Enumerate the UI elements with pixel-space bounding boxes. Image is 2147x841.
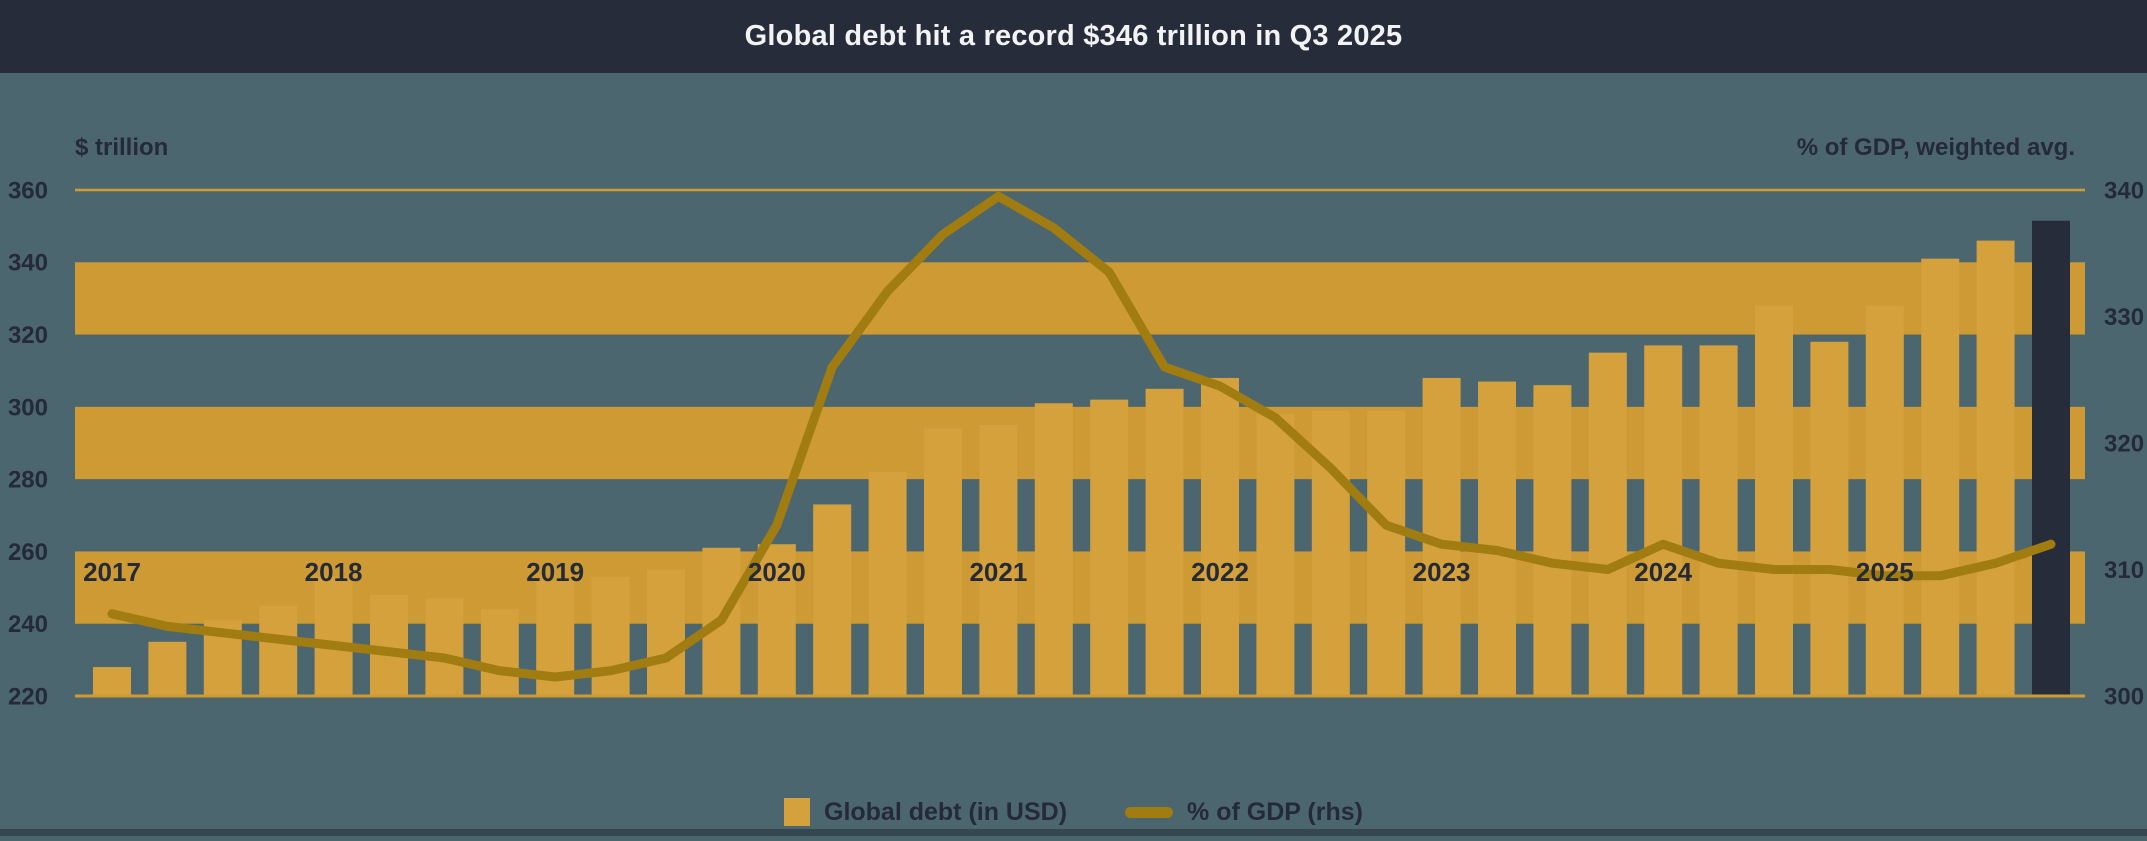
debt-bar xyxy=(259,605,298,696)
debt-bar xyxy=(1865,305,1904,696)
x-axis-year-labels: 2017 2018 2019 2020 2021 2022 2023 2024 2025 xyxy=(83,557,1914,587)
debt-bar xyxy=(1256,414,1295,696)
debt-bar xyxy=(757,544,796,696)
debt-bar xyxy=(1034,403,1073,696)
gdp-line xyxy=(107,191,2056,682)
legend-label-gdp: % of GDP (rhs) xyxy=(1187,797,1363,826)
x-axis-year-label: 2023 xyxy=(1413,557,1471,587)
debt-bar xyxy=(1588,352,1627,696)
debt-bar xyxy=(1976,240,2015,696)
debt-bar xyxy=(93,667,131,696)
x-axis-year-label: 2019 xyxy=(526,557,584,587)
legend-item-gdp: % of GDP (rhs) xyxy=(1125,798,1363,827)
left-axis-tick: 300 xyxy=(8,394,48,421)
debt-bar xyxy=(1145,388,1184,696)
x-axis-year-label: 2024 xyxy=(1634,557,1692,587)
bar-swatch-icon xyxy=(784,798,810,826)
left-axis-unit-label: $ trillion xyxy=(75,134,169,161)
line-swatch-icon xyxy=(1125,806,1174,818)
right-axis-ticks: 340 330 320 310 300 xyxy=(2104,177,2144,710)
debt-bar xyxy=(813,504,852,696)
right-axis-tick: 330 xyxy=(2104,304,2144,331)
debt-bar xyxy=(868,471,907,696)
left-axis-ticks: 360 340 320 300 280 260 240 220 xyxy=(8,177,48,710)
left-axis-tick: 280 xyxy=(8,467,48,494)
x-axis-year-label: 2022 xyxy=(1191,557,1249,587)
debt-bar xyxy=(1201,377,1239,696)
legend-label-global-debt: Global debt (in USD) xyxy=(824,797,1068,826)
left-axis-tick: 220 xyxy=(8,683,48,710)
record-bar-highlight xyxy=(2032,220,2070,696)
debt-bar xyxy=(480,609,519,696)
background-stripe xyxy=(75,406,2085,480)
right-axis-tick: 310 xyxy=(2104,557,2144,584)
bottom-edge-strip xyxy=(0,829,2147,836)
debt-bar xyxy=(370,594,408,696)
left-axis-tick: 260 xyxy=(8,539,48,566)
x-axis-year-label: 2020 xyxy=(748,557,806,587)
debt-bar xyxy=(148,641,187,696)
debt-bar xyxy=(1367,410,1406,696)
debt-bar xyxy=(591,576,630,696)
left-axis-tick: 320 xyxy=(8,322,48,349)
gdp-line-group xyxy=(107,191,2056,682)
debt-bar xyxy=(1644,345,1683,696)
debt-bar xyxy=(425,598,464,696)
left-axis-tick: 240 xyxy=(8,611,48,638)
right-axis-tick: 320 xyxy=(2104,430,2144,457)
left-axis-tick: 360 xyxy=(8,177,48,204)
right-axis-tick: 340 xyxy=(2104,177,2144,204)
right-axis-unit-label: % of GDP, weighted avg. xyxy=(1796,134,2075,161)
x-axis-year-label: 2017 xyxy=(83,557,141,587)
legend: Global debt (in USD) % of GDP (rhs) xyxy=(0,792,2147,832)
x-axis-year-label: 2018 xyxy=(305,557,363,587)
legend-item-global-debt: Global debt (in USD) xyxy=(784,798,1067,827)
header-bar: Global debt hit a record $346 trillion i… xyxy=(0,0,2147,73)
debt-bar xyxy=(924,428,962,696)
debt-bar xyxy=(1810,341,1849,696)
debt-bar xyxy=(979,424,1018,696)
debt-bar xyxy=(1699,345,1738,696)
debt-bar xyxy=(647,569,685,696)
debt-bar xyxy=(1755,305,1793,696)
chart-title: Global debt hit a record $346 trillion i… xyxy=(744,20,1403,52)
debt-bar xyxy=(1533,385,1572,696)
debt-bar xyxy=(314,576,353,696)
x-axis-year-label: 2025 xyxy=(1856,557,1914,587)
left-axis-tick: 340 xyxy=(8,250,48,277)
debt-bar xyxy=(1478,381,1516,696)
grid-lines xyxy=(75,188,2085,698)
debt-bars xyxy=(93,220,2070,696)
debt-bar xyxy=(1090,399,1129,696)
background-stripes xyxy=(75,262,2085,624)
right-axis-tick: 300 xyxy=(2104,683,2144,710)
background-stripe xyxy=(75,262,2085,335)
debt-bar xyxy=(1921,258,1960,696)
x-axis-year-label: 2021 xyxy=(969,557,1027,587)
